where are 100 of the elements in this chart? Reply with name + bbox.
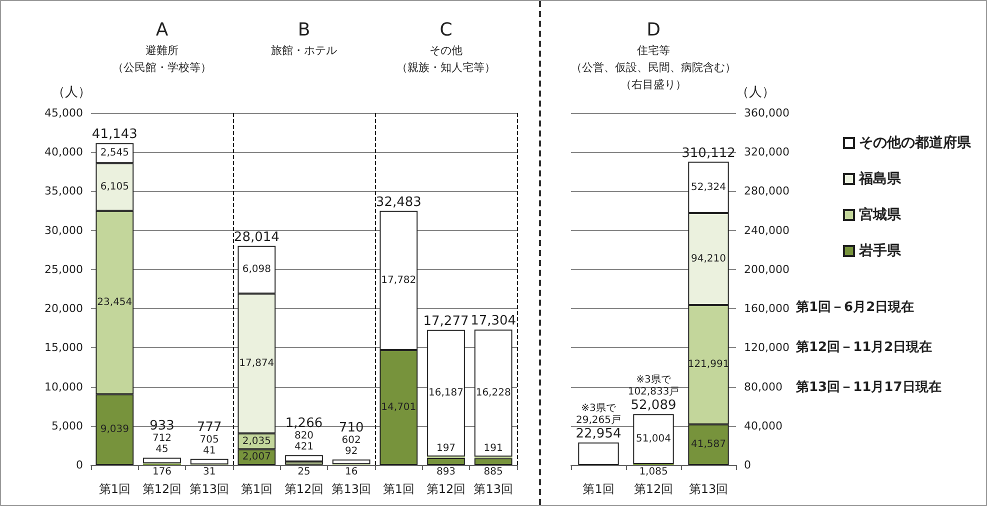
x-tick-label: 第13回: [332, 482, 371, 496]
data-label: 885: [484, 466, 503, 478]
data-label: 176: [152, 466, 172, 478]
text: （右目盛り）: [620, 78, 686, 91]
y2-tick-label: 320,000: [744, 146, 790, 159]
total-label: 22,954: [576, 426, 622, 442]
y2-tick-label: 200,000: [744, 262, 790, 276]
data-label: 602: [342, 434, 361, 446]
legend-label: 福島県: [858, 170, 902, 187]
y2-axis-title: （人）: [736, 85, 775, 100]
text: （親族・知人宅等）: [396, 61, 496, 74]
annotation: 102,833戸: [628, 386, 680, 398]
data-label: 16: [344, 466, 358, 478]
x-tick-label: 第12回: [634, 482, 674, 496]
text: （公民館・学校等）: [112, 61, 212, 74]
total-label: 17,304: [470, 314, 516, 329]
data-label: 421: [294, 442, 314, 453]
y2-tick-label: 360,000: [744, 106, 790, 120]
y2-tick-label: 40,000: [744, 419, 782, 432]
y-tick-label: 30,000: [44, 224, 83, 237]
data-label: 705: [200, 434, 219, 446]
data-label: 23,454: [97, 297, 132, 308]
x-tick-label: 第13回: [190, 482, 229, 496]
data-label: 94,210: [691, 254, 726, 264]
data-label: 2,035: [242, 436, 271, 447]
annotation: 29,265戸: [576, 415, 621, 426]
y2-tick-label: 80,000: [744, 380, 782, 394]
data-label: 31: [202, 466, 216, 478]
text: 第13回－11月17日現在: [795, 380, 942, 395]
data-label: 17,874: [239, 358, 274, 369]
y-tick-label: 25,000: [44, 262, 83, 276]
data-label: 9,039: [100, 424, 129, 436]
text: B: [298, 20, 310, 40]
text: D: [646, 20, 660, 40]
data-label: 41,587: [691, 439, 726, 450]
y-tick-label: 40,000: [44, 146, 83, 159]
data-label: 712: [152, 433, 172, 444]
total-label: 933: [150, 418, 174, 434]
x-tick-label: 第1回: [582, 482, 614, 496]
y2-tick-label: 120,000: [744, 341, 790, 354]
total-label: 310,112: [682, 146, 736, 161]
data-label: 52,324: [691, 182, 726, 193]
y-axis-title: （人）: [52, 85, 91, 100]
legend-label: その他の都道府県: [859, 134, 972, 151]
total-label: 52,089: [630, 398, 676, 414]
text: C: [440, 20, 452, 40]
y-tick-label: 5,000: [52, 419, 83, 432]
legend-label: 岩手県: [858, 242, 902, 259]
data-label: 14,701: [381, 402, 416, 414]
y2-tick-label: 0: [744, 458, 751, 472]
text: 第1回－6月2日現在: [795, 300, 914, 315]
text: 旅館・ホテル: [271, 44, 337, 57]
data-label: 197: [436, 442, 456, 454]
data-label: 92: [344, 446, 358, 457]
text: （公営、仮設、民間、病院含む）: [571, 61, 736, 74]
text: 第12回－11月2日現在: [795, 340, 932, 355]
y-tick-label: 10,000: [44, 380, 83, 394]
y-tick-label: 20,000: [44, 302, 83, 316]
data-label: 25: [298, 466, 310, 478]
data-label: 2,007: [242, 452, 271, 463]
total-label: 32,483: [376, 194, 422, 210]
total-label: 28,014: [234, 230, 280, 245]
data-label: 6,105: [100, 181, 129, 192]
data-label: 2,545: [100, 148, 129, 159]
text: A: [156, 20, 169, 40]
data-label: 16,187: [428, 388, 464, 399]
text: その他: [430, 44, 462, 57]
x-tick-label: 第12回: [142, 482, 182, 496]
y-tick-label: 45,000: [44, 106, 83, 120]
y-tick-label: 15,000: [44, 341, 83, 354]
text: 避難所: [146, 44, 178, 57]
y-tick-label: 35,000: [44, 184, 83, 198]
y2-tick-label: 280,000: [744, 184, 790, 198]
annotation: ※3県で: [636, 374, 672, 386]
data-label: 17,782: [381, 274, 416, 286]
x-tick-label: 第1回: [240, 482, 272, 496]
data-label: 41: [202, 445, 216, 456]
annotation: ※3県で: [581, 403, 617, 414]
total-label: 1,266: [285, 416, 323, 432]
y2-tick-label: 160,000: [744, 302, 790, 316]
data-label: 893: [436, 466, 456, 478]
x-tick-label: 第12回: [284, 482, 324, 496]
data-label: 121,991: [688, 359, 730, 370]
total-label: 777: [196, 420, 222, 435]
data-label: 820: [294, 430, 314, 442]
x-tick-label: 第1回: [382, 482, 414, 496]
data-label: 51,004: [636, 434, 671, 445]
total-label: 17,277: [423, 314, 469, 329]
data-label: 16,228: [476, 388, 511, 399]
data-label: 45: [156, 444, 168, 456]
total-label: 710: [338, 420, 364, 436]
y2-tick-label: 240,000: [744, 224, 790, 237]
x-tick-label: 第13回: [474, 482, 513, 496]
data-label: 6,098: [242, 264, 271, 276]
data-label: 191: [484, 443, 503, 454]
data-label: 1,085: [639, 466, 668, 478]
total-label: 41,143: [92, 127, 138, 142]
x-tick-label: 第1回: [98, 482, 130, 496]
x-tick-label: 第12回: [426, 482, 466, 496]
legend-label: 宮城県: [859, 206, 902, 223]
